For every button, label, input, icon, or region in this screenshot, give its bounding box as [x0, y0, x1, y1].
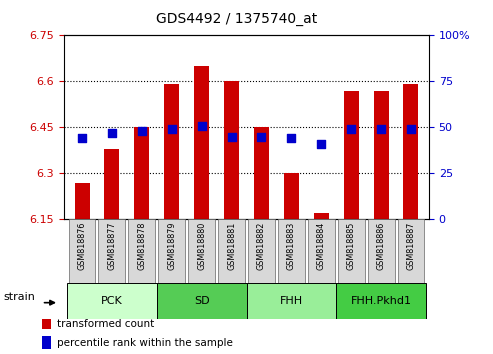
FancyBboxPatch shape [69, 219, 96, 283]
Bar [42, 336, 51, 349]
Text: GSM818879: GSM818879 [167, 221, 176, 270]
Point [108, 130, 116, 136]
FancyBboxPatch shape [338, 219, 365, 283]
Point [78, 136, 86, 141]
FancyBboxPatch shape [128, 219, 155, 283]
Point [198, 123, 206, 129]
Text: GDS4492 / 1375740_at: GDS4492 / 1375740_at [156, 12, 317, 27]
Text: GSM818887: GSM818887 [406, 221, 416, 270]
FancyBboxPatch shape [278, 219, 305, 283]
FancyBboxPatch shape [188, 219, 215, 283]
Point [287, 136, 295, 141]
Text: SD: SD [194, 296, 210, 306]
Point [138, 128, 146, 134]
Text: GSM818878: GSM818878 [138, 221, 146, 270]
Point [168, 126, 176, 132]
Text: FHH.Pkhd1: FHH.Pkhd1 [351, 296, 412, 306]
Text: GSM818880: GSM818880 [197, 221, 206, 270]
FancyBboxPatch shape [308, 219, 335, 283]
Bar [254, 127, 269, 219]
Point [317, 141, 325, 147]
Text: GSM818877: GSM818877 [107, 221, 116, 270]
Bar [374, 91, 388, 219]
Text: GSM818885: GSM818885 [347, 221, 355, 270]
FancyBboxPatch shape [246, 283, 336, 319]
Bar [224, 81, 239, 219]
Text: PCK: PCK [101, 296, 123, 306]
Point [257, 134, 265, 139]
Bar [42, 317, 51, 329]
Bar [194, 66, 209, 219]
Bar [105, 149, 119, 219]
Point [407, 126, 415, 132]
Bar [164, 85, 179, 219]
Text: GSM818876: GSM818876 [77, 221, 87, 270]
Text: GSM818884: GSM818884 [317, 221, 326, 270]
Point [377, 126, 385, 132]
Bar [135, 127, 149, 219]
Text: GSM818881: GSM818881 [227, 221, 236, 270]
Point [347, 126, 355, 132]
Point [228, 134, 236, 139]
Bar [74, 183, 90, 219]
Text: FHH: FHH [280, 296, 303, 306]
Text: GSM818883: GSM818883 [287, 221, 296, 270]
FancyBboxPatch shape [336, 283, 426, 319]
Text: percentile rank within the sample: percentile rank within the sample [57, 338, 233, 348]
Bar [314, 213, 329, 219]
Text: GSM818882: GSM818882 [257, 221, 266, 270]
Bar [344, 91, 358, 219]
Bar [284, 173, 299, 219]
Text: strain: strain [3, 292, 35, 302]
FancyBboxPatch shape [397, 219, 424, 283]
FancyBboxPatch shape [157, 283, 246, 319]
Text: GSM818886: GSM818886 [377, 221, 386, 270]
FancyBboxPatch shape [158, 219, 185, 283]
Bar [403, 85, 419, 219]
FancyBboxPatch shape [99, 219, 125, 283]
FancyBboxPatch shape [218, 219, 245, 283]
FancyBboxPatch shape [368, 219, 394, 283]
FancyBboxPatch shape [248, 219, 275, 283]
Text: transformed count: transformed count [57, 319, 155, 329]
FancyBboxPatch shape [67, 283, 157, 319]
